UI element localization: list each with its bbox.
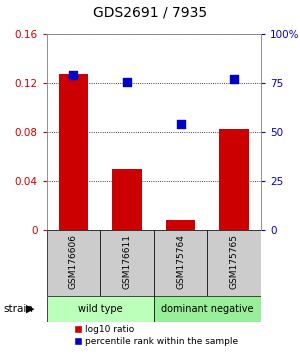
Bar bbox=[166, 220, 195, 230]
Bar bbox=[112, 169, 142, 230]
Bar bbox=[58, 74, 88, 230]
Text: GSM176611: GSM176611 bbox=[122, 234, 131, 289]
Text: ▶: ▶ bbox=[26, 304, 34, 314]
Bar bbox=[154, 296, 261, 322]
Text: GDS2691 / 7935: GDS2691 / 7935 bbox=[93, 6, 207, 20]
Point bbox=[178, 122, 183, 127]
Bar bbox=[46, 230, 100, 296]
Point bbox=[232, 76, 237, 82]
Text: dominant negative: dominant negative bbox=[161, 304, 254, 314]
Text: GSM176606: GSM176606 bbox=[69, 234, 78, 289]
Text: GSM175765: GSM175765 bbox=[230, 234, 239, 289]
Bar bbox=[219, 130, 249, 230]
Point bbox=[124, 79, 129, 84]
Bar bbox=[154, 230, 207, 296]
Legend: log10 ratio, percentile rank within the sample: log10 ratio, percentile rank within the … bbox=[70, 321, 242, 349]
Bar bbox=[46, 296, 154, 322]
Point bbox=[71, 73, 76, 78]
Text: GSM175764: GSM175764 bbox=[176, 234, 185, 289]
Text: strain: strain bbox=[3, 304, 33, 314]
Bar bbox=[207, 230, 261, 296]
Text: wild type: wild type bbox=[78, 304, 122, 314]
Bar bbox=[100, 230, 154, 296]
